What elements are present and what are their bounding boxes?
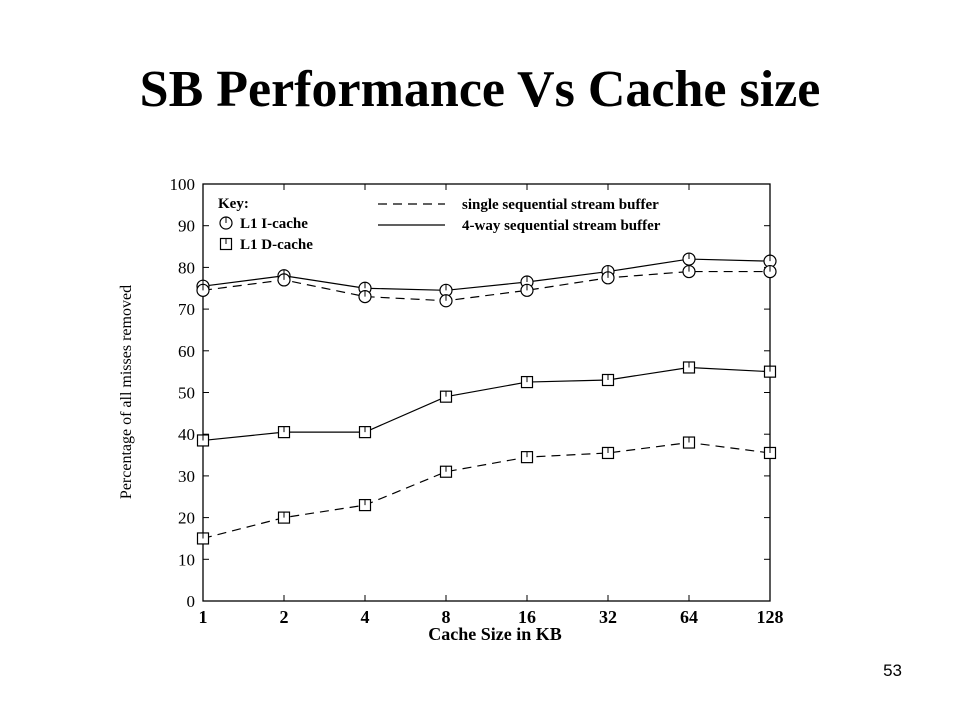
y-tick-label: 80 <box>178 258 195 277</box>
series-line-icache-dashed <box>202 270 770 302</box>
y-tick-label: 10 <box>178 550 195 569</box>
x-axis-label: Cache Size in KB <box>428 624 562 644</box>
y-tick-label: 0 <box>187 592 196 611</box>
x-tick-label: 16 <box>518 607 536 627</box>
data-point-square <box>763 446 777 460</box>
data-point-square <box>682 361 696 374</box>
data-point-square <box>196 434 210 447</box>
legend-marker-label: L1 D-cache <box>240 237 313 253</box>
data-point-circle <box>277 273 291 287</box>
y-tick-label: 50 <box>178 384 195 403</box>
legend-line-label: single sequential stream buffer <box>462 197 659 213</box>
data-point-square <box>520 375 534 389</box>
legend-marker-label: L1 I-cache <box>240 216 308 232</box>
data-point-circle <box>763 264 777 279</box>
data-point-square <box>358 426 372 439</box>
data-point-circle <box>439 294 453 308</box>
x-tick-label: 64 <box>680 607 698 627</box>
y-tick-label: 90 <box>178 217 195 236</box>
legend-line-label: 4-way sequential stream buffer <box>462 218 661 234</box>
legend-marker-circle <box>219 216 233 230</box>
data-point-circle <box>358 289 372 304</box>
data-point-square <box>601 446 615 460</box>
x-tick-label: 128 <box>757 607 784 627</box>
y-axis-label: Percentage of all misses removed <box>118 285 135 499</box>
x-axis: 1 2 4 8 16 32 64 128 <box>199 184 784 627</box>
data-point-circle <box>520 283 534 297</box>
y-tick-label: 30 <box>178 467 195 486</box>
data-point-square <box>196 532 210 545</box>
series-line-dcache-dashed <box>202 441 771 540</box>
data-point-circle <box>682 252 696 266</box>
series-layer <box>196 252 777 545</box>
legend-title: Key: <box>218 196 249 212</box>
page-number: 53 <box>883 661 902 680</box>
data-point-circle <box>682 264 696 279</box>
data-point-square <box>439 465 453 478</box>
series-line-dcache-solid <box>202 366 771 442</box>
data-point-square <box>358 498 372 512</box>
y-tick-label: 40 <box>178 425 195 444</box>
data-point-square <box>601 373 615 387</box>
data-point-circle <box>601 271 615 285</box>
y-tick-label: 70 <box>178 300 195 319</box>
data-point-square <box>682 436 696 449</box>
y-tick-label: 60 <box>178 342 195 361</box>
data-point-square <box>520 451 534 464</box>
data-point-square <box>763 365 777 378</box>
x-tick-label: 4 <box>361 607 370 627</box>
series-line-icache-solid <box>202 258 771 291</box>
data-point-circle <box>196 283 210 297</box>
slide-title: SB Performance Vs Cache size <box>139 61 821 118</box>
legend: Key: L1 I-cache L1 D-cache single sequentia… <box>218 196 661 253</box>
y-tick-label: 100 <box>170 175 196 194</box>
data-point-square <box>439 390 453 403</box>
x-tick-label: 2 <box>280 607 289 627</box>
data-point-square <box>277 511 291 524</box>
x-tick-label: 1 <box>199 607 208 627</box>
y-axis: 0 10 20 30 40 50 60 70 80 90 100 <box>170 175 770 611</box>
data-point-square <box>277 426 291 439</box>
x-tick-label: 8 <box>442 607 451 627</box>
y-tick-label: 20 <box>178 509 195 528</box>
x-tick-label: 32 <box>599 607 617 627</box>
legend-marker-square <box>219 237 233 251</box>
